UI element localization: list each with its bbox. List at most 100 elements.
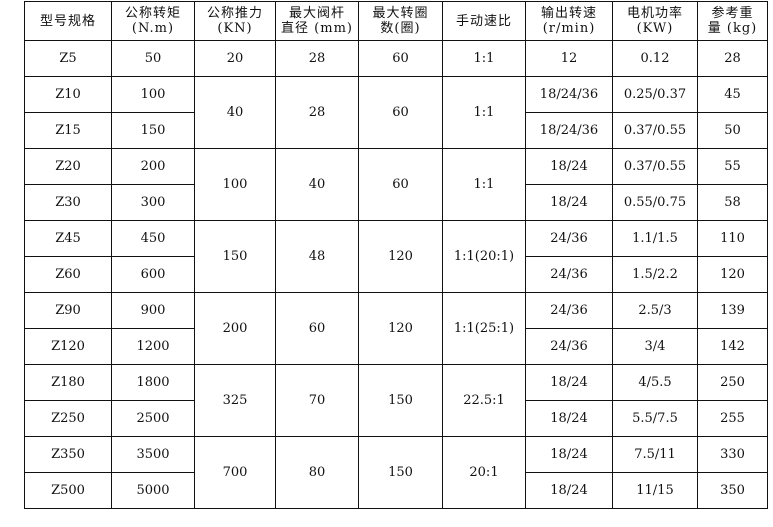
header-line-1: 公称转矩: [124, 6, 181, 21]
cell-output-speed: 24/36: [525, 328, 613, 365]
cell-turns: 150: [358, 364, 443, 437]
cell-thrust: 100: [194, 148, 276, 221]
table-row: Z180 1800 325 70 150 22.5:1 18/24 4/5.5 250: [24, 364, 768, 437]
cell-model: Z90: [24, 292, 112, 329]
cell-thrust: 700: [194, 436, 276, 509]
table-row: Z350 3500 700 80 150 20:1 18/24 7.5/11 330: [24, 436, 768, 509]
cell-torque: 600: [111, 256, 195, 293]
cell-torque: 300: [111, 184, 195, 221]
cell-model: Z180: [24, 364, 112, 401]
table-row: Z90 900 200 60 120 1:1(25:1) 24/36 2.5/3 139: [24, 292, 768, 365]
cell-output-speed: 24/36: [525, 220, 613, 257]
cell-output-speed: 18/24: [525, 400, 613, 437]
cell-weight: 350: [697, 472, 768, 509]
cell-stem-diameter: 80: [275, 436, 359, 509]
cell-model: Z120: [24, 328, 112, 365]
cell-weight: 55: [697, 148, 768, 185]
cell-weight: 45: [697, 76, 768, 113]
cell-output-speed: 18/24: [525, 472, 613, 509]
cell-turns: 60: [358, 76, 443, 149]
cell-weight: 110: [697, 220, 768, 257]
cell-manual-ratio: 22.5:1: [442, 364, 526, 437]
cell-weight: 28: [697, 40, 768, 77]
cell-output-speed: 18/24: [525, 364, 613, 401]
table-row: Z250 2500 18/24 5.5/7.5 255: [24, 400, 768, 437]
header-row: 型号规格 公称转矩 (N.m) 公称推力 (KN) 最大阀杆 直径 (mm) 最大转圈 数(圈)…: [24, 1, 768, 41]
cell-output-speed: 24/36: [525, 256, 613, 293]
cell-stem-diameter: 70: [275, 364, 359, 437]
cell-torque: 5000: [111, 472, 195, 509]
cell-manual-ratio: 20:1: [442, 436, 526, 509]
cell-stem-diameter: 60: [275, 292, 359, 365]
cell-motor-power: 1.5/2.2: [612, 256, 698, 293]
header-line-2: 直径 (mm): [281, 21, 353, 36]
header-torque: 公称转矩 (N.m): [111, 1, 195, 41]
header-line-2: (KN): [217, 21, 253, 36]
table-row: Z500 5000 18/24 11/15 350: [24, 472, 768, 509]
cell-weight: 142: [697, 328, 768, 365]
cell-weight: 139: [697, 292, 768, 329]
cell-output-speed: 18/24/36: [525, 112, 613, 149]
table-row: Z45 450 150 48 120 1:1(20:1) 24/36 1.1/1.5 110: [24, 220, 768, 293]
cell-model: Z10: [24, 76, 112, 113]
header-line-1: 最大阀杆: [288, 6, 345, 21]
cell-torque: 2500: [111, 400, 195, 437]
cell-torque: 100: [111, 76, 195, 113]
cell-motor-power: 5.5/7.5: [612, 400, 698, 437]
cell-torque: 50: [111, 40, 195, 77]
cell-thrust: 200: [194, 292, 276, 365]
header-thrust: 公称推力 (KN): [194, 1, 276, 41]
cell-motor-power: 1.1/1.5: [612, 220, 698, 257]
cell-model: Z250: [24, 400, 112, 437]
cell-model: Z5: [24, 40, 112, 77]
cell-turns: 120: [358, 220, 443, 293]
cell-motor-power: 0.55/0.75: [612, 184, 698, 221]
cell-turns: 60: [358, 148, 443, 221]
cell-turns: 150: [358, 436, 443, 509]
table-row: Z5 50 20 28 60 1:1 12 0.12 28: [24, 40, 768, 77]
cell-torque: 900: [111, 292, 195, 329]
cell-torque: 450: [111, 220, 195, 257]
header-turns: 最大转圈 数(圈): [358, 1, 443, 41]
header-model: 型号规格: [24, 1, 112, 41]
header-line-2: 量 (kg): [707, 21, 758, 36]
cell-weight: 255: [697, 400, 768, 437]
cell-motor-power: 0.12: [612, 40, 698, 77]
header-motor-power: 电机功率 (KW): [612, 1, 698, 41]
table-row: Z120 1200 24/36 3/4 142: [24, 328, 768, 365]
cell-weight: 50: [697, 112, 768, 149]
cell-output-speed: 12: [525, 40, 613, 77]
cell-model: Z45: [24, 220, 112, 257]
header-line-2: 数(圈): [380, 21, 421, 36]
cell-manual-ratio: 1:1(25:1): [442, 292, 526, 365]
cell-stem-diameter: 48: [275, 220, 359, 293]
cell-weight: 120: [697, 256, 768, 293]
header-line-1: 电机功率: [626, 6, 683, 21]
cell-thrust: 325: [194, 364, 276, 437]
cell-weight: 330: [697, 436, 768, 473]
cell-torque: 200: [111, 148, 195, 185]
cell-motor-power: 3/4: [612, 328, 698, 365]
cell-stem-diameter: 40: [275, 148, 359, 221]
cell-manual-ratio: 1:1: [442, 40, 526, 77]
cell-turns: 120: [358, 292, 443, 365]
header-manual-ratio: 手动速比: [442, 1, 526, 41]
header-line-1: 公称推力: [206, 6, 263, 21]
header-output-speed: 输出转速 (r/min): [525, 1, 613, 41]
cell-torque: 3500: [111, 436, 195, 473]
cell-manual-ratio: 1:1(20:1): [442, 220, 526, 293]
header-line-1: 型号规格: [39, 13, 96, 29]
header-line-2: (N.m): [131, 21, 175, 36]
header-line-1: 参考重: [711, 6, 754, 21]
table-row: Z15 150 18/24/36 0.37/0.55 50: [24, 112, 768, 149]
cell-output-speed: 18/24: [525, 184, 613, 221]
table-row: Z20 200 100 40 60 1:1 18/24 0.37/0.55 55: [24, 148, 768, 221]
cell-torque: 1800: [111, 364, 195, 401]
header-line-1: 最大转圈: [372, 6, 429, 21]
cell-thrust: 20: [194, 40, 276, 77]
cell-model: Z30: [24, 184, 112, 221]
spec-table: 型号规格 公称转矩 (N.m) 公称推力 (KN) 最大阀杆 直径 (mm) 最大转圈 数(圈)…: [24, 1, 768, 509]
cell-model: Z500: [24, 472, 112, 509]
cell-manual-ratio: 1:1: [442, 76, 526, 149]
cell-motor-power: 7.5/11: [612, 436, 698, 473]
